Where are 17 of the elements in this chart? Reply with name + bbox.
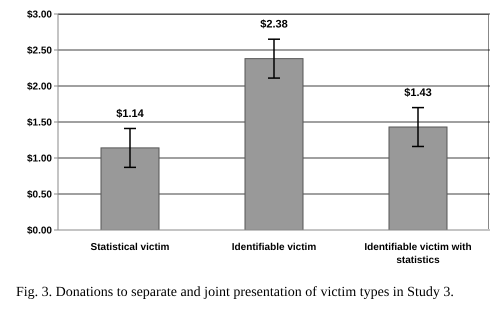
bar <box>244 58 304 230</box>
y-tick-label: $2.50 <box>26 46 52 57</box>
x-tick-label: Statistical victim <box>90 242 170 253</box>
y-tick-label: $1.50 <box>26 118 52 129</box>
data-label: $1.43 <box>404 86 432 99</box>
data-label: $2.38 <box>260 18 288 30</box>
y-tick-label: $0.50 <box>26 190 52 201</box>
bar <box>100 147 160 230</box>
caption: Fig. 3. Donations to separate and joint presentation of victim types in Study 3. <box>15 284 455 302</box>
bar <box>388 126 448 230</box>
y-tick-label: $0.00 <box>26 226 52 237</box>
data-label: $1.14 <box>116 108 145 120</box>
x-tick-label: Identifiable victim with statistics <box>364 242 472 266</box>
x-tick-label: Identifiable victim <box>232 242 316 253</box>
y-tick-label: $2.00 <box>26 82 52 93</box>
y-tick-label: $3.00 <box>26 10 52 21</box>
y-tick-label: $1.00 <box>26 154 52 165</box>
